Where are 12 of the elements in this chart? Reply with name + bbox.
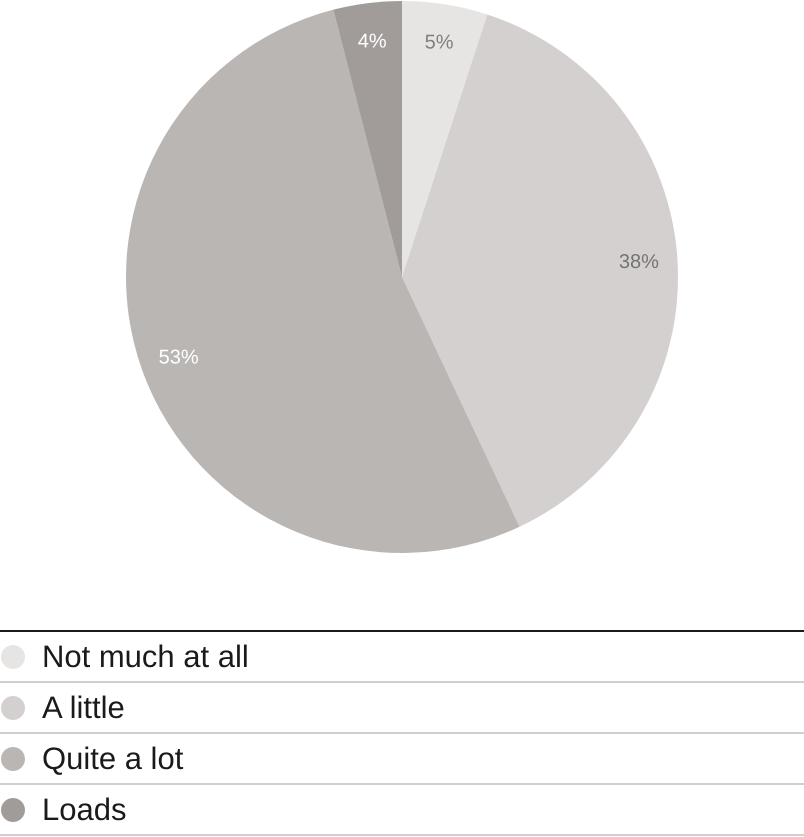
pie-slice <box>126 10 520 553</box>
data-label: 4% <box>358 30 387 53</box>
pie-slice <box>402 14 678 527</box>
legend-label: A little <box>42 690 125 726</box>
pie-slice <box>333 1 402 277</box>
data-label: 53% <box>158 346 199 368</box>
legend-label: Loads <box>42 792 126 828</box>
legend-label: Not much at all <box>42 638 249 674</box>
data-label: 38% <box>618 251 660 274</box>
pie-slice <box>402 1 488 277</box>
legend-label: Quite a lot <box>42 740 184 776</box>
data-label: 5% <box>424 32 454 54</box>
